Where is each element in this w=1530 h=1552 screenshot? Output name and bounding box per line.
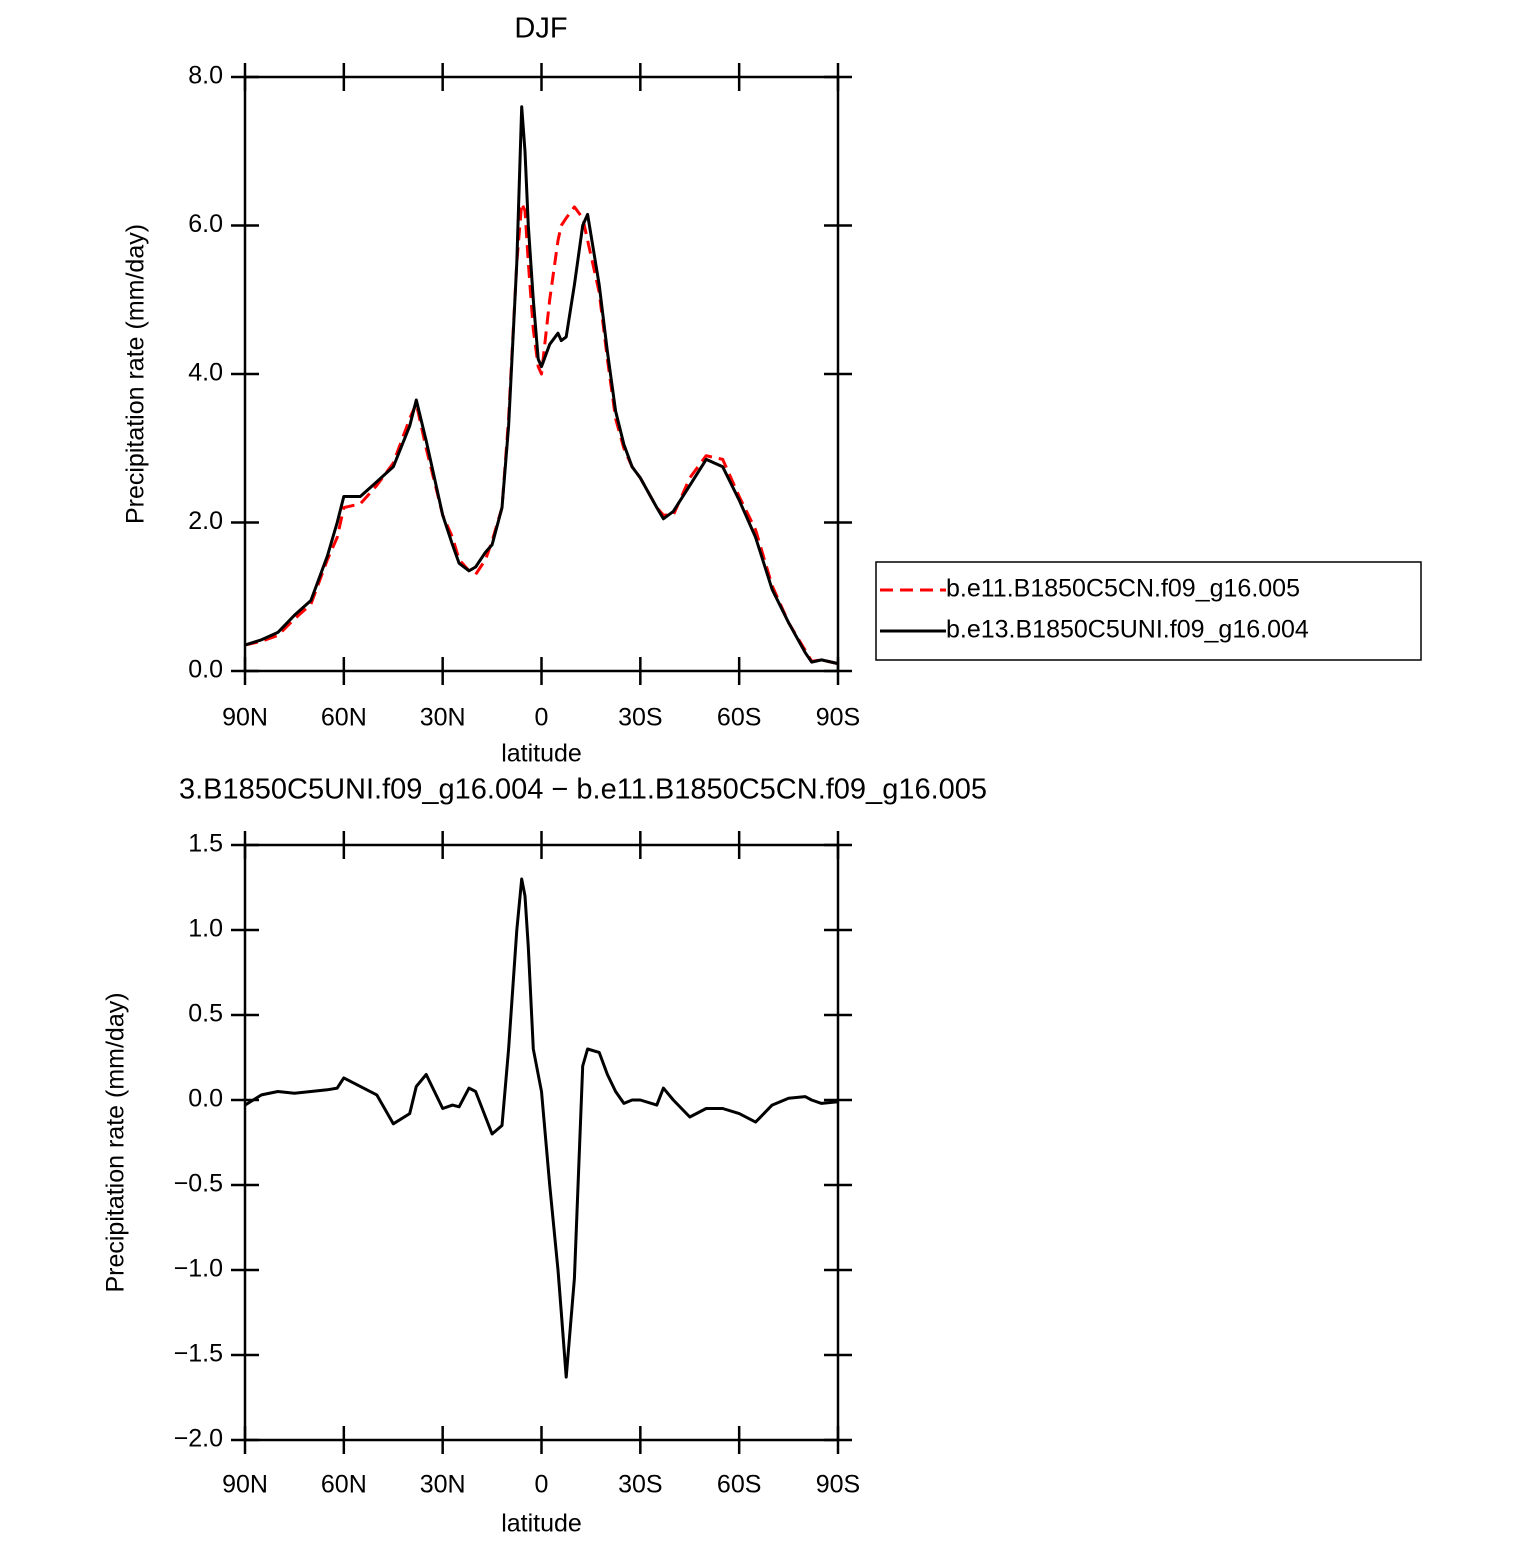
y-axis-label: Precipitation rate (mm/day) <box>102 992 130 1292</box>
y-tick-label: −0.5 <box>174 1170 223 1198</box>
x-tick-label: 0 <box>535 704 549 732</box>
x-tick-label: 0 <box>535 1471 549 1499</box>
x-tick-label: 90S <box>816 1471 860 1499</box>
x-tick-label: 60S <box>717 1471 761 1499</box>
y-tick-label: 1.5 <box>188 830 223 858</box>
data-line <box>244 201 839 666</box>
legend-label: b.e11.B1850C5CN.f09_g16.005 <box>946 575 1300 603</box>
x-axis-label: latitude <box>501 1510 582 1538</box>
plot-frame <box>243 75 840 673</box>
x-tick-label: 90S <box>816 704 860 732</box>
data-line <box>244 105 839 666</box>
y-tick-label: −1.0 <box>174 1255 223 1283</box>
x-tick-label: 60N <box>321 1471 367 1499</box>
y-tick-label: −1.5 <box>174 1340 223 1368</box>
y-tick-label: 8.0 <box>188 62 223 90</box>
chart-title: 3.B1850C5UNI.f09_g16.004 − b.e11.B1850C5… <box>179 774 987 806</box>
x-tick-label: 30N <box>420 704 466 732</box>
y-tick-label: 0.0 <box>188 1085 223 1113</box>
chart-title: DJF <box>514 13 567 45</box>
y-tick-label: 0.5 <box>188 1000 223 1028</box>
x-tick-label: 60N <box>321 704 367 732</box>
y-tick-label: 1.0 <box>188 915 223 943</box>
x-tick-label: 30S <box>618 1471 662 1499</box>
plot-frame <box>243 843 840 1442</box>
legend-label: b.e13.B1850C5UNI.f09_g16.004 <box>946 616 1309 644</box>
legend-box <box>875 561 1422 661</box>
y-tick-label: 0.0 <box>188 656 223 684</box>
y-tick-label: 6.0 <box>188 210 223 238</box>
x-tick-label: 90N <box>222 704 268 732</box>
y-tick-label: 4.0 <box>188 359 223 387</box>
x-tick-label: 30S <box>618 704 662 732</box>
x-tick-label: 60S <box>717 704 761 732</box>
y-axis-label: Precipitation rate (mm/day) <box>122 224 150 524</box>
y-tick-label: 2.0 <box>188 507 223 535</box>
x-tick-label: 90N <box>222 1471 268 1499</box>
data-line <box>244 877 839 1379</box>
x-axis-label: latitude <box>501 740 582 768</box>
y-tick-label: −2.0 <box>174 1425 223 1453</box>
x-tick-label: 30N <box>420 1471 466 1499</box>
